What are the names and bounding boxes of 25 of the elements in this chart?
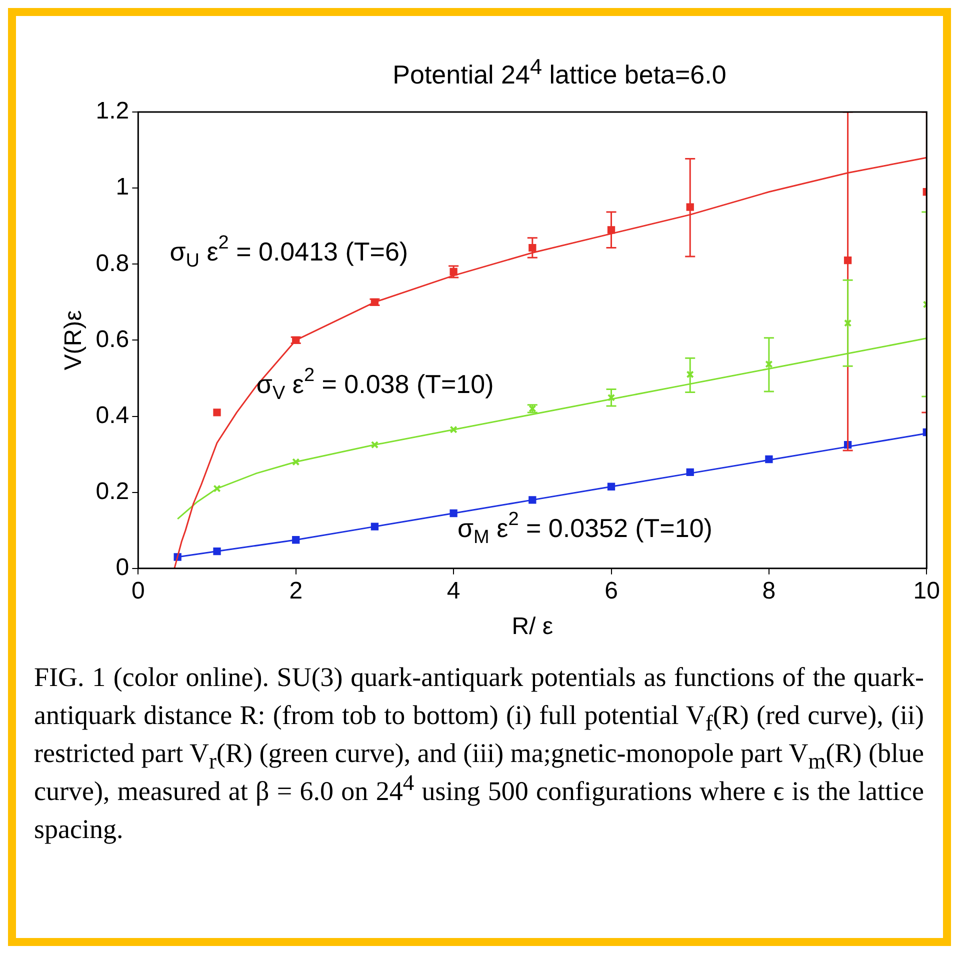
text: FIG. 1 (color online). SU(3) quark-antiquark potentials as functions of the quark-antiquark distance R: (from tob to bottom) (i) full potential V$_{f}$(R) (red curve), (ii) restricted part V$_{r}$(R) (green curve), and (iii) ma;gnetic-monopole part V$_{m}$(R) (blue curve), measured at β = 6.0 on 24$^{4}$ using 500 configurations where ϵ is the lattice spacing. [34, 662, 924, 844]
point [686, 370, 694, 378]
point [450, 426, 458, 434]
x-tick-label: 8 [762, 577, 776, 604]
x-tick-label: 4 [446, 577, 460, 604]
y-tick-label: 0.6 [96, 326, 130, 353]
y-tick-label: 1 [116, 174, 130, 201]
point [292, 458, 300, 466]
y-tick-label: 1.2 [96, 98, 130, 125]
y-axis-title: V(R)ε [60, 310, 88, 370]
point [370, 440, 379, 449]
x-axis-title: R/ ε [512, 613, 554, 640]
point [607, 394, 616, 402]
x-tick-label: 10 [913, 577, 940, 604]
y-tick-label: 0 [116, 554, 130, 582]
point [213, 484, 221, 492]
chart-title: Potential 24$^{4}$ lattice beta=6.0 [392, 54, 728, 91]
x-tick-label: 2 [289, 577, 303, 604]
point [213, 408, 221, 416]
point [844, 319, 852, 327]
y-tick-label: 0.4 [96, 402, 130, 429]
point [765, 360, 773, 368]
y-tick-label: 0.8 [96, 250, 130, 277]
y-tick-label: 0.2 [96, 478, 130, 505]
x-tick-label: 6 [604, 577, 618, 604]
